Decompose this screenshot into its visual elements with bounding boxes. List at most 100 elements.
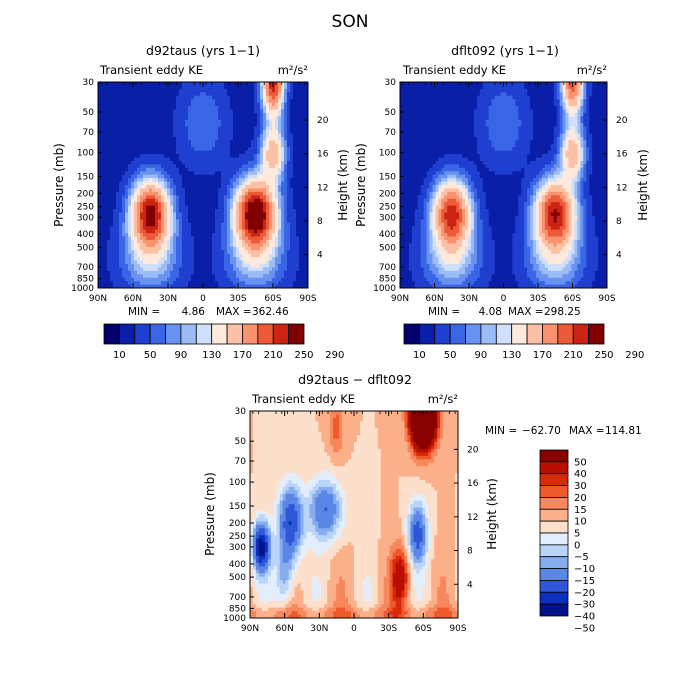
contour-cell xyxy=(185,188,189,193)
contour-cell xyxy=(119,195,123,200)
contour-cell xyxy=(137,119,141,124)
contour-cell xyxy=(302,260,306,265)
contour-cell xyxy=(290,126,294,131)
contour-cell xyxy=(408,198,413,203)
contour-cell xyxy=(152,136,156,141)
contour-cell xyxy=(194,191,198,196)
contour-cell xyxy=(155,219,159,224)
contour-cell xyxy=(400,185,404,190)
contour-cell xyxy=(113,85,117,90)
contour-cell xyxy=(128,185,132,190)
contour-cell xyxy=(128,260,132,265)
contour-cell xyxy=(251,219,255,224)
contour-cell xyxy=(212,202,216,207)
contour-cell xyxy=(164,143,168,148)
contour-cell xyxy=(227,243,231,248)
contour-cell xyxy=(281,95,285,100)
contour-cell xyxy=(104,147,108,152)
contour-cell xyxy=(414,130,419,135)
contour-cell xyxy=(218,260,222,265)
contour-cell xyxy=(400,226,404,231)
contour-cell xyxy=(140,106,144,111)
contour-cell xyxy=(107,267,111,272)
contour-cell xyxy=(239,174,243,179)
contour-cell xyxy=(179,106,183,111)
contour-cell xyxy=(137,263,141,268)
contour-cell xyxy=(266,236,270,241)
contour-cell xyxy=(137,112,141,117)
contour-cell xyxy=(152,250,156,255)
contour-cell xyxy=(281,119,285,124)
contour-cell xyxy=(164,130,168,135)
contour-cell xyxy=(158,126,162,131)
contour-cell xyxy=(104,167,108,172)
contour-cell xyxy=(227,174,231,179)
contour-cell xyxy=(293,191,297,196)
contour-cell xyxy=(278,219,282,224)
contour-cell xyxy=(101,119,105,124)
contour-cell xyxy=(290,160,294,165)
contour-cell xyxy=(167,250,171,255)
contour-cell xyxy=(143,284,147,288)
contour-cell xyxy=(104,239,108,244)
contour-cell xyxy=(266,143,270,148)
contour-cell xyxy=(257,82,261,87)
contour-cell xyxy=(296,133,300,138)
contour-cell xyxy=(137,236,141,241)
contour-cell xyxy=(119,236,123,241)
contour-cell xyxy=(218,267,222,272)
contour-cell xyxy=(293,85,297,90)
contour-cell xyxy=(275,219,279,224)
contour-cell xyxy=(278,222,282,227)
contour-cell xyxy=(239,99,243,104)
contour-cell xyxy=(305,140,308,145)
contour-cell xyxy=(417,233,422,238)
contour-cell xyxy=(167,133,171,138)
contour-cell xyxy=(209,267,213,272)
contour-cell xyxy=(281,181,285,186)
contour-cell xyxy=(146,106,150,111)
contour-cell xyxy=(278,202,282,207)
contour-cell xyxy=(137,95,141,100)
contour-cell xyxy=(420,277,425,282)
contour-cell xyxy=(155,119,159,124)
contour-cell xyxy=(269,212,273,217)
contour-cell xyxy=(245,202,249,207)
contour-cell xyxy=(233,246,237,251)
contour-cell xyxy=(188,99,192,104)
contour-cell xyxy=(293,277,297,282)
contour-cell xyxy=(266,147,270,152)
contour-cell xyxy=(272,109,276,114)
contour-cell xyxy=(299,116,303,121)
contour-cell xyxy=(215,202,219,207)
contour-cell xyxy=(185,191,189,196)
contour-cell xyxy=(263,270,267,275)
contour-cell xyxy=(221,239,225,244)
contour-cell xyxy=(110,160,114,165)
contour-cell xyxy=(110,270,114,275)
contour-cell xyxy=(164,260,168,265)
contour-cell xyxy=(293,215,297,220)
contour-cell xyxy=(260,178,264,183)
contour-cell xyxy=(128,277,132,282)
contour-cell xyxy=(411,205,416,210)
contour-cell xyxy=(191,164,195,169)
contour-cell xyxy=(224,116,228,121)
contour-cell xyxy=(239,267,243,272)
contour-cell xyxy=(206,198,210,203)
contour-cell xyxy=(287,195,291,200)
contour-cell xyxy=(224,198,228,203)
contour-cell xyxy=(158,188,162,193)
contour-cell xyxy=(269,191,273,196)
contour-cell xyxy=(128,174,132,179)
contour-cell xyxy=(206,160,210,165)
contour-cell xyxy=(170,188,174,193)
contour-cell xyxy=(233,171,237,176)
contour-cell xyxy=(242,154,246,159)
contour-cell xyxy=(260,99,264,104)
contour-cell xyxy=(227,136,231,141)
contour-cell xyxy=(236,253,240,258)
contour-cell xyxy=(107,112,111,117)
contour-cell xyxy=(432,95,437,100)
contour-cell xyxy=(146,222,150,227)
